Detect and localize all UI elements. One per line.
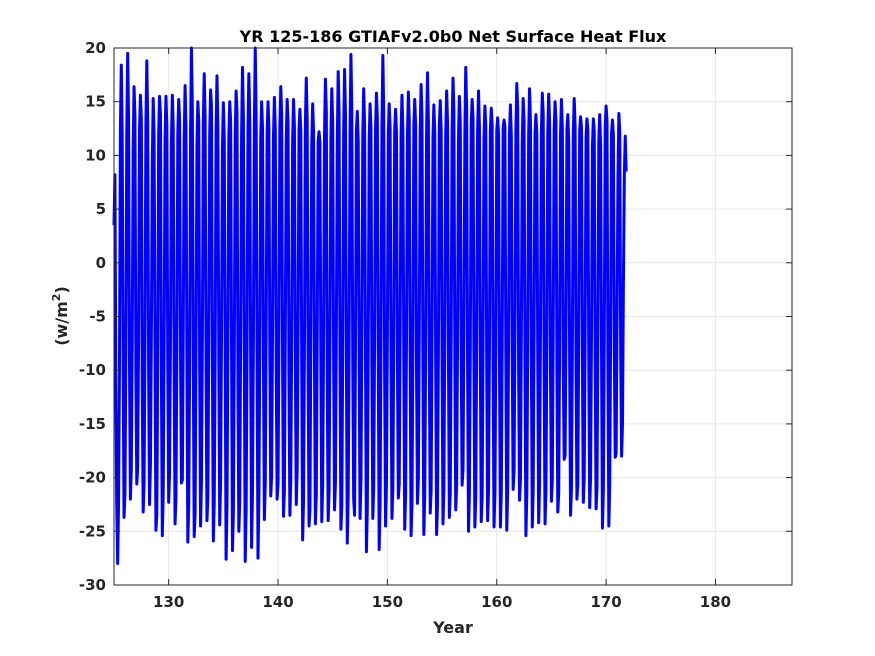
chart-title: YR 125-186 GTIAFv2.0b0 Net Surface Heat … bbox=[239, 27, 667, 46]
y-axis-label-superscript: 2 bbox=[50, 294, 63, 302]
y-tick-label: -10 bbox=[79, 361, 106, 379]
x-tick-label: 140 bbox=[262, 593, 293, 611]
y-tick-label: -25 bbox=[79, 522, 106, 540]
y-tick-label: -5 bbox=[89, 308, 106, 326]
x-tick-label: 160 bbox=[481, 593, 512, 611]
y-axis-label: (w/m2) bbox=[50, 286, 71, 346]
y-tick-label: 15 bbox=[85, 93, 106, 111]
x-tick-label: 130 bbox=[153, 593, 184, 611]
y-tick-label: -30 bbox=[79, 576, 106, 594]
series-group bbox=[112, 46, 628, 566]
x-tick-label: 180 bbox=[700, 593, 731, 611]
y-axis-label-base: (w/m bbox=[52, 301, 71, 346]
y-tick-labels: -30 -25 -20 -15 -10 -5 0 5 10 15 20 bbox=[79, 39, 106, 594]
x-tick-labels: 130 140 150 160 170 180 bbox=[153, 593, 731, 611]
x-tick-label: 170 bbox=[590, 593, 621, 611]
x-tick-label: 150 bbox=[372, 593, 403, 611]
y-tick-label: 10 bbox=[85, 146, 106, 164]
y-tick-label: -20 bbox=[79, 469, 106, 487]
tick-marks bbox=[114, 47, 792, 586]
y-tick-label: 0 bbox=[96, 254, 106, 272]
y-axis-label-suffix: ) bbox=[52, 286, 71, 293]
y-tick-label: -15 bbox=[79, 415, 106, 433]
x-axis-label: Year bbox=[432, 618, 473, 637]
y-tick-label: 5 bbox=[96, 200, 106, 218]
y-tick-label: 20 bbox=[85, 39, 106, 57]
series-line bbox=[112, 46, 628, 566]
